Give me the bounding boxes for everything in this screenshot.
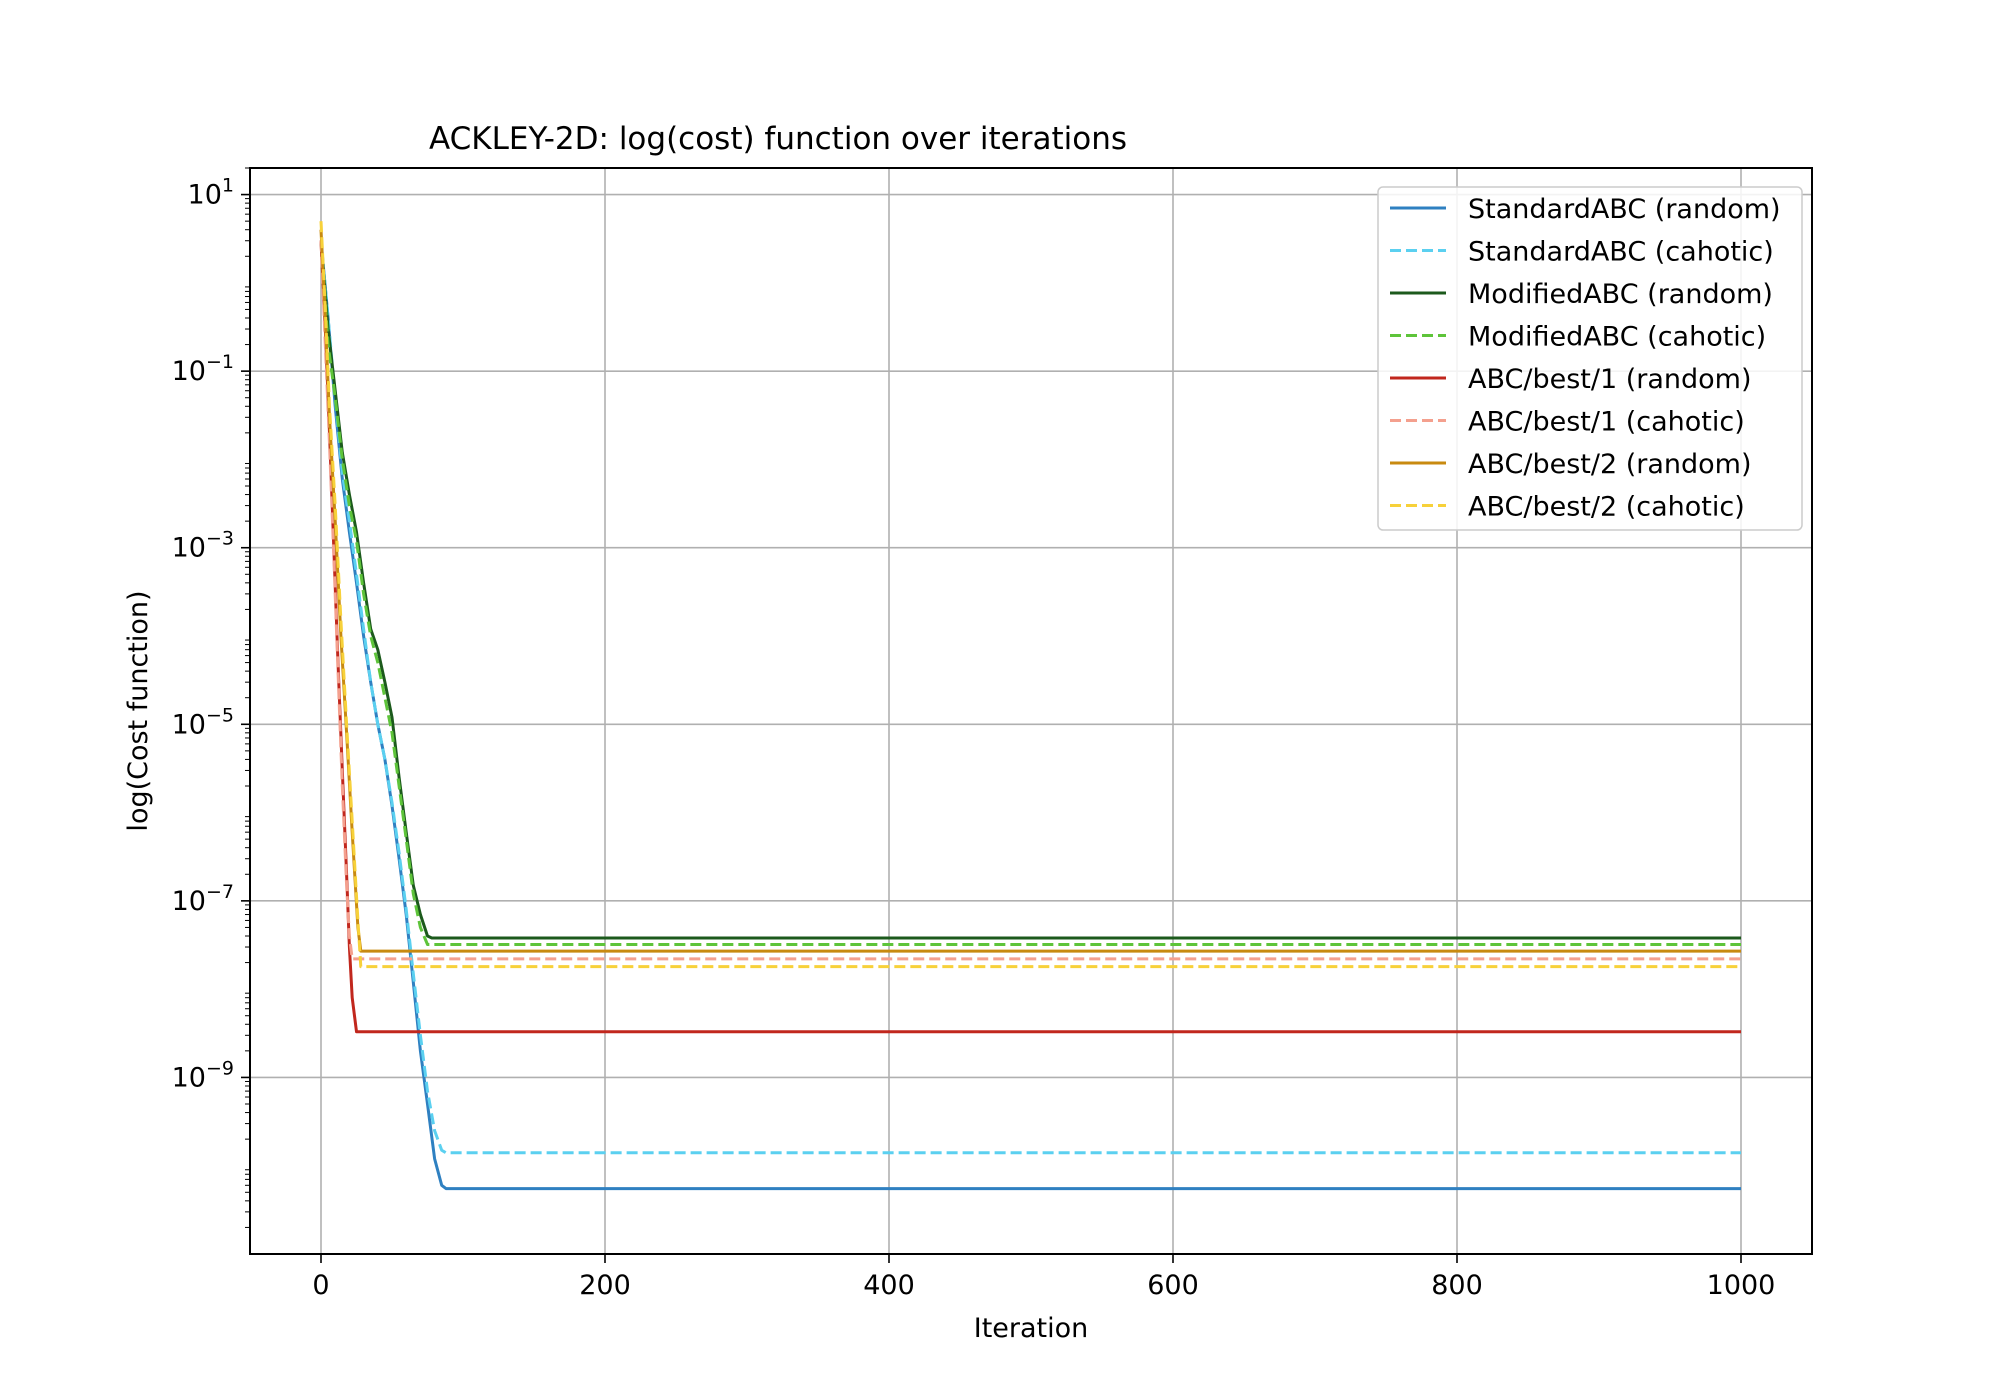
y-axis-label: log(Cost function)	[123, 590, 154, 831]
series-line-1	[319, 240, 1741, 1155]
legend-box	[1377, 186, 1803, 531]
x-tick-label: 600	[1147, 1270, 1199, 1301]
legend-entry-label: ABC/best/1 (random)	[1468, 364, 1752, 395]
x-tick-label: 0	[312, 1270, 329, 1301]
x-tick-label: 400	[863, 1270, 915, 1301]
legend: StandardABC (random) StandardABC (cahotic…	[1377, 186, 1803, 531]
series-line-3	[319, 240, 1741, 946]
x-axis-label: Iteration	[974, 1313, 1089, 1344]
legend-entry-label: StandardABC (random)	[1468, 194, 1781, 225]
series-line-7	[319, 221, 1741, 969]
plot-area-frame	[249, 167, 1813, 1255]
x-tick-label: 800	[1431, 1270, 1483, 1301]
y-tick-label: 10−9	[172, 1057, 234, 1093]
tick-layer: 0 200 400 600 800 1000 10−9 10−7 10−5 10−3 10−1 101	[172, 167, 1776, 1301]
legend-entry-label: ABC/best/2 (random)	[1468, 449, 1752, 480]
y-tick-label: 101	[188, 175, 234, 211]
legend-entry-label: ABC/best/1 (cahotic)	[1468, 407, 1745, 438]
legend-entry-label: ABC/best/2 (cahotic)	[1468, 492, 1745, 523]
x-tick-label: 200	[579, 1270, 631, 1301]
y-tick-label: 10−3	[172, 528, 234, 564]
series-layer	[319, 221, 1741, 1191]
y-tick-label: 10−1	[172, 351, 234, 387]
y-tick-label: 10−7	[172, 881, 234, 917]
y-tick-label: 10−5	[172, 704, 234, 740]
legend-entry-label: ModifiedABC (random)	[1468, 279, 1773, 310]
legend-entry-label: StandardABC (cahotic)	[1468, 237, 1774, 268]
legend-entry-label: ModifiedABC (cahotic)	[1468, 322, 1766, 353]
x-tick-label: 1000	[1707, 1270, 1776, 1301]
chart-title: ACKLEY-2D: log(cost) function over itera…	[429, 121, 1127, 157]
